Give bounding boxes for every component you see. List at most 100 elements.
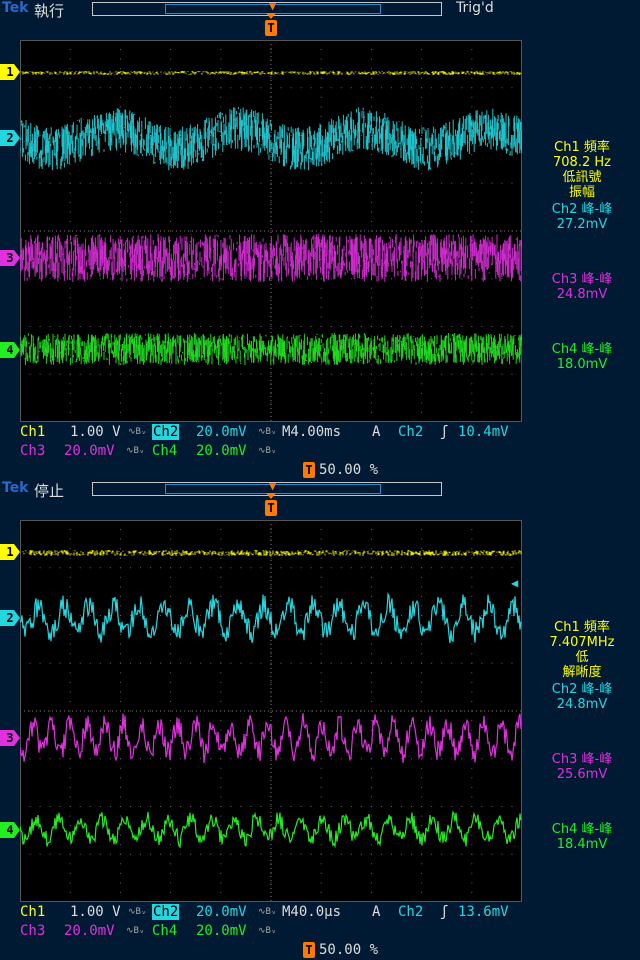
ch4-pk-label: Ch4 峰-峰 (551, 822, 613, 837)
ch2-label[interactable]: Ch2 (152, 424, 180, 440)
ch4-scale[interactable]: 20.0mV (196, 923, 247, 939)
trigger-level[interactable]: 10.4mV (458, 424, 509, 440)
ch2-pk-value: 24.8mV (556, 697, 608, 712)
ch4-trace (20, 810, 522, 849)
trigger-mode[interactable]: A (372, 904, 381, 920)
ch2-bandwidth-icon: ∿Bᵥ (258, 427, 277, 437)
ch1-bandwidth-icon: ∿Bᵥ (128, 427, 147, 437)
ch2-bandwidth-icon: ∿Bᵥ (258, 907, 277, 917)
trigger-position-marker[interactable]: T (265, 500, 277, 516)
ch4-marker[interactable]: 4 (0, 342, 20, 358)
brand-logo: Tek (2, 480, 29, 496)
ch2-marker[interactable]: 2 (0, 610, 20, 626)
record-trigger-icon: ▼ (269, 479, 277, 493)
ch3-scale[interactable]: 20.0mV (64, 923, 115, 939)
graticule[interactable] (20, 40, 522, 422)
trigger-arrow-icon (266, 13, 276, 19)
trigger-position-readout[interactable]: T 50.00 % (303, 942, 378, 958)
acquisition-state[interactable]: 停止 (34, 482, 65, 500)
trigger-level-icon[interactable]: ◀ (511, 576, 519, 590)
ch2-trace (20, 592, 522, 644)
trigger-status: Trig'd (456, 0, 494, 16)
ch1-trace (20, 71, 522, 75)
ch2-label[interactable]: Ch2 (152, 904, 180, 920)
status-bar: Tek 執行 ▼ Trig'd (0, 0, 640, 20)
ch3-marker[interactable]: 3 (0, 250, 20, 266)
ch2-scale[interactable]: 20.0mV (196, 424, 247, 440)
acquisition-state[interactable]: 執行 (34, 2, 65, 20)
graticule-border (20, 40, 522, 422)
ch1-note-1: 低 (575, 650, 589, 665)
ch3-pk-value: 24.8mV (556, 287, 608, 302)
ch3-bandwidth-icon: ∿Bᵥ (126, 926, 145, 936)
ch4-scale[interactable]: 20.0mV (196, 443, 247, 459)
ch1-note-2: 解晰度 (562, 665, 602, 680)
ch1-note-2: 振幅 (568, 185, 595, 200)
ch3-trace (20, 713, 522, 764)
ch1-scale[interactable]: 1.00 V (70, 424, 121, 440)
ch1-note-1: 低訊號 (562, 170, 602, 185)
status-bar: Tek 停止 ▼ (0, 479, 640, 500)
ch4-marker[interactable]: 4 (0, 822, 20, 838)
ch3-label[interactable]: Ch3 (20, 443, 46, 459)
ch1-bandwidth-icon: ∿Bᵥ (128, 907, 147, 917)
ch4-trace (20, 333, 522, 365)
ch4-label[interactable]: Ch4 (152, 923, 178, 939)
timebase[interactable]: M4.00ms (282, 424, 342, 440)
ch4-bandwidth-icon: ∿Bᵥ (258, 446, 277, 456)
ch2-pk-value: 27.2mV (556, 217, 608, 232)
ch2-pk-label: Ch2 峰-峰 (551, 682, 613, 697)
record-trigger-icon: ▼ (269, 0, 277, 13)
trigger-position-icon: T (303, 462, 315, 478)
ch2-pk-label: Ch2 峰-峰 (551, 202, 613, 217)
ch1-label[interactable]: Ch1 (20, 424, 46, 440)
ch4-pk-value: 18.4mV (556, 837, 608, 852)
measurement-readouts: Ch1 頻率 708.2 Hz 低訊號 振幅 Ch2 峰-峰 27.2mV Ch… (524, 140, 640, 372)
ch1-freq-value: 708.2 Hz (553, 155, 611, 170)
ch3-marker[interactable]: 3 (0, 730, 20, 746)
trigger-level[interactable]: 13.6mV (458, 904, 509, 920)
ch1-marker[interactable]: 1 (0, 544, 20, 560)
ch3-pk-label: Ch3 峰-峰 (551, 272, 613, 287)
trigger-position-value: 50.00 % (319, 942, 379, 958)
brand-logo: Tek (2, 0, 29, 16)
ch4-pk-label: Ch4 峰-峰 (551, 342, 613, 357)
trigger-source[interactable]: Ch2 (398, 904, 424, 920)
scope-screen-1: Tek 執行 ▼ Trig'd T 1 2 3 4 Ch1 頻率 708.2 H… (0, 0, 640, 480)
ch1-freq-label: Ch1 頻率 (554, 620, 610, 635)
graticule[interactable] (20, 520, 522, 902)
ch1-label[interactable]: Ch1 (20, 904, 46, 920)
scope-screen-2: Tek 停止 ▼ T 1 2 3 4 ◀ Ch1 頻率 7.407MHz 低 解… (0, 479, 640, 960)
ch1-freq-label: Ch1 頻率 (554, 140, 610, 155)
ch4-pk-value: 18.0mV (556, 357, 608, 372)
waveform-display (20, 520, 522, 902)
timebase[interactable]: M40.0µs (282, 904, 342, 920)
ch4-bandwidth-icon: ∿Bᵥ (258, 926, 277, 936)
ch1-scale[interactable]: 1.00 V (70, 904, 121, 920)
trigger-position-readout[interactable]: T 50.00 % (303, 462, 378, 478)
ch1-trace (20, 550, 522, 556)
ch3-pk-value: 25.6mV (556, 767, 608, 782)
waveform-display (20, 40, 522, 422)
ch2-trace (20, 107, 522, 171)
ch3-trace (20, 234, 522, 282)
ch1-freq-value: 7.407MHz (549, 635, 615, 650)
trigger-position-icon: T (303, 942, 315, 958)
ch3-bandwidth-icon: ∿Bᵥ (126, 446, 145, 456)
ch4-label[interactable]: Ch4 (152, 443, 178, 459)
ch2-scale[interactable]: 20.0mV (196, 904, 247, 920)
trigger-arrow-icon (266, 493, 276, 499)
rising-edge-icon: ʃ (440, 424, 449, 440)
trigger-mode[interactable]: A (372, 424, 381, 440)
ch1-marker[interactable]: 1 (0, 64, 20, 80)
graticule-border (20, 520, 522, 902)
trigger-position-marker[interactable]: T (265, 20, 277, 36)
ch3-scale[interactable]: 20.0mV (64, 443, 115, 459)
trigger-position-value: 50.00 % (319, 462, 379, 478)
ch3-label[interactable]: Ch3 (20, 923, 46, 939)
ch3-pk-label: Ch3 峰-峰 (551, 752, 613, 767)
ch2-marker[interactable]: 2 (0, 130, 20, 146)
rising-edge-icon: ʃ (440, 904, 449, 920)
measurement-readouts: Ch1 頻率 7.407MHz 低 解晰度 Ch2 峰-峰 24.8mV Ch3… (524, 620, 640, 852)
trigger-source[interactable]: Ch2 (398, 424, 424, 440)
